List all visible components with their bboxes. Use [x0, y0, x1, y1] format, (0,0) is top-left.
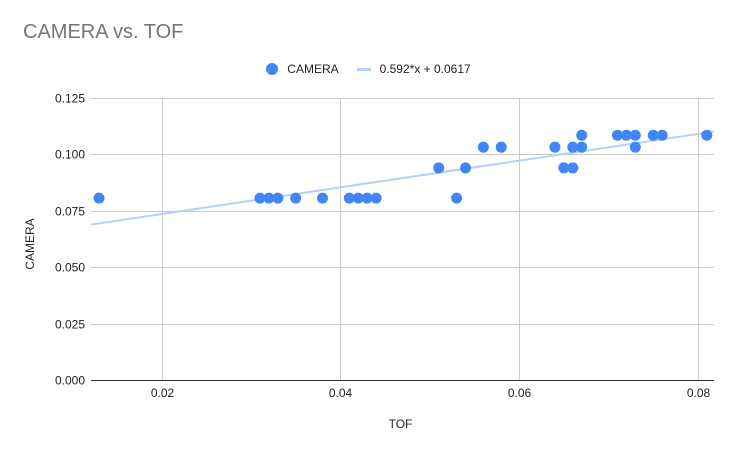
- data-point[interactable]: [629, 129, 641, 141]
- data-point[interactable]: [611, 129, 623, 141]
- data-point[interactable]: [477, 141, 489, 153]
- data-point[interactable]: [576, 141, 588, 153]
- data-point[interactable]: [290, 192, 302, 204]
- x-axis-title: TOF: [389, 417, 413, 431]
- y-tick-label: 0.025: [55, 318, 85, 332]
- data-point[interactable]: [451, 192, 463, 204]
- y-tick-label: 0.100: [55, 148, 85, 162]
- data-point[interactable]: [343, 192, 355, 204]
- legend: CAMERA 0.592*x + 0.0617: [0, 61, 737, 77]
- data-point[interactable]: [433, 162, 445, 174]
- data-point[interactable]: [656, 129, 668, 141]
- legend-label: CAMERA: [287, 62, 339, 76]
- data-point[interactable]: [629, 141, 641, 153]
- data-point[interactable]: [370, 192, 382, 204]
- y-tick-label: 0.050: [55, 261, 85, 275]
- data-point[interactable]: [567, 162, 579, 174]
- legend-item-camera[interactable]: CAMERA: [266, 62, 339, 76]
- trendline: [90, 130, 715, 226]
- x-tick-label: 0.02: [151, 386, 175, 400]
- data-point[interactable]: [620, 129, 632, 141]
- data-point[interactable]: [647, 129, 659, 141]
- data-point[interactable]: [254, 192, 266, 204]
- legend-label: 0.592*x + 0.0617: [379, 62, 471, 76]
- data-point[interactable]: [352, 192, 364, 204]
- y-tick-label: 0.075: [55, 205, 85, 219]
- data-point[interactable]: [576, 129, 588, 141]
- data-point[interactable]: [549, 141, 561, 153]
- data-point[interactable]: [361, 192, 373, 204]
- legend-item-trendline[interactable]: 0.592*x + 0.0617: [356, 62, 471, 76]
- data-point[interactable]: [701, 129, 713, 141]
- data-point[interactable]: [558, 162, 570, 174]
- chart-title: CAMERA vs. TOF: [23, 21, 184, 43]
- x-tick-label: 0.06: [508, 386, 532, 400]
- x-tick-label: 0.04: [329, 386, 353, 400]
- data-point[interactable]: [460, 162, 472, 174]
- y-tick-label: 0.000: [55, 374, 85, 388]
- x-tick-label: 0.08: [687, 386, 711, 400]
- line-marker-icon: [356, 67, 371, 71]
- data-point[interactable]: [495, 141, 507, 153]
- circle-marker-icon: [266, 63, 279, 75]
- data-point[interactable]: [263, 192, 275, 204]
- y-tick-label: 0.125: [55, 92, 85, 106]
- y-axis-title: CAMERA: [23, 218, 37, 269]
- data-point[interactable]: [567, 141, 579, 153]
- data-point[interactable]: [317, 192, 329, 204]
- data-point[interactable]: [93, 192, 105, 204]
- data-point[interactable]: [272, 192, 284, 204]
